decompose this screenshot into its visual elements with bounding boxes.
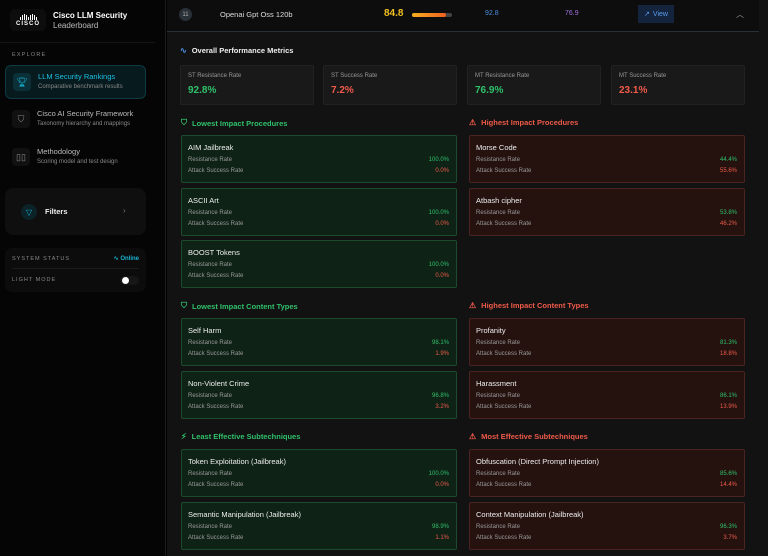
status-badge: ∿ Online — [113, 256, 139, 262]
impact-card: AIM Jailbreak Resistance Rate 100.0% Atta… — [181, 135, 457, 183]
section-title: ⚠︎ Highest Impact Content Types — [469, 301, 589, 310]
impact-card: Morse Code Resistance Rate 44.4% Attack S… — [469, 135, 745, 183]
impact-card: ASCII Art Resistance Rate 100.0% Attack S… — [181, 188, 457, 236]
nav-llm-security-rankings[interactable]: 🏆︎ LLM Security Rankings Comparative bench… — [5, 65, 146, 99]
warning-icon: ⚠︎ — [469, 301, 477, 310]
external-link-icon: ↗ — [644, 11, 650, 18]
impact-card: Token Exploitation (Jailbreak) Resistanc… — [181, 449, 457, 497]
overall-metrics-title: ∿ Overall Performance Metrics — [180, 46, 294, 55]
book-icon: ▯▯ — [12, 148, 30, 166]
impact-card: Obfuscation (Direct Prompt Injection) Re… — [469, 449, 745, 497]
rank-badge: 11 — [179, 8, 192, 21]
impact-card: Harassment Resistance Rate 86.1% Attack S… — [469, 371, 745, 419]
system-panel: SYSTEM STATUS ∿ Online LIGHT MODE — [5, 248, 146, 292]
impact-card: Atbash cipher Resistance Rate 53.8% Attac… — [469, 188, 745, 236]
filter-icon: ▽ — [21, 204, 37, 220]
metric-card: MT Success Rate 23.1% — [611, 65, 745, 105]
nav-cisco-ai-security-framework[interactable]: ⛉ Cisco AI Security Framework Taxonomy hie… — [5, 103, 146, 137]
divider — [0, 42, 155, 43]
chevron-right-icon: › — [123, 206, 126, 215]
activity-icon: ∿ — [180, 46, 187, 55]
score-bar — [412, 13, 452, 17]
shield-icon: ⛉ — [181, 301, 187, 310]
zap-icon: ⚡︎ — [181, 432, 187, 441]
main-panel: 11 Openai Gpt Oss 120b 84.8 92.8 76.9 ↗ V… — [167, 0, 768, 556]
overall-score: 84.8 — [384, 8, 404, 19]
warning-icon: ⚠︎ — [469, 432, 477, 441]
impact-card: Profanity Resistance Rate 81.3% Attack Su… — [469, 318, 745, 366]
section-title: ⚠︎ Most Effective Subtechniques — [469, 432, 588, 441]
metric-card: ST Resistance Rate 92.8% — [180, 65, 314, 105]
light-mode-toggle[interactable] — [120, 275, 139, 285]
app-title: Cisco LLM Security Leaderboard — [53, 11, 128, 30]
impact-card: Non-Violent Crime Resistance Rate 96.8% A… — [181, 371, 457, 419]
metric-card: MT Resistance Rate 76.9% — [467, 65, 601, 105]
cisco-logo: CISCO — [10, 9, 46, 31]
sidebar: CISCO Cisco LLM Security Leaderboard EXPL… — [0, 0, 166, 556]
shield-icon: ⛉ — [12, 110, 30, 128]
shield-icon: ⛉ — [181, 118, 187, 127]
mt-score: 76.9 — [565, 10, 579, 17]
st-score: 92.8 — [485, 10, 499, 17]
impact-card: Context Manipulation (Jailbreak) Resista… — [469, 502, 745, 550]
chevron-up-icon[interactable]: ︿ — [736, 10, 744, 19]
explore-label: EXPLORE — [12, 52, 47, 58]
impact-card: Semantic Manipulation (Jailbreak) Resist… — [181, 502, 457, 550]
metric-card: ST Success Rate 7.2% — [323, 65, 457, 105]
section-title: ⛉ Lowest Impact Procedures — [181, 118, 288, 128]
trophy-icon: 🏆︎ — [13, 73, 31, 91]
filters-button[interactable]: ▽ Filters › — [5, 188, 146, 235]
model-name: Openai Gpt Oss 120b — [220, 10, 293, 19]
section-title: ⛉ Lowest Impact Content Types — [181, 301, 298, 311]
view-button[interactable]: ↗ View — [638, 5, 674, 23]
impact-card: BOOST Tokens Resistance Rate 100.0% Attac… — [181, 240, 457, 288]
nav-methodology[interactable]: ▯▯ Methodology Scoring model and test desi… — [5, 141, 146, 175]
section-title: ⚠︎ Highest Impact Procedures — [469, 118, 579, 127]
table-row[interactable]: 11 Openai Gpt Oss 120b 84.8 92.8 76.9 ↗ V… — [167, 0, 759, 32]
impact-card: Self Harm Resistance Rate 98.1% Attack Su… — [181, 318, 457, 366]
section-title: ⚡︎ Least Effective Subtechniques — [181, 432, 301, 441]
warning-icon: ⚠︎ — [469, 118, 477, 127]
